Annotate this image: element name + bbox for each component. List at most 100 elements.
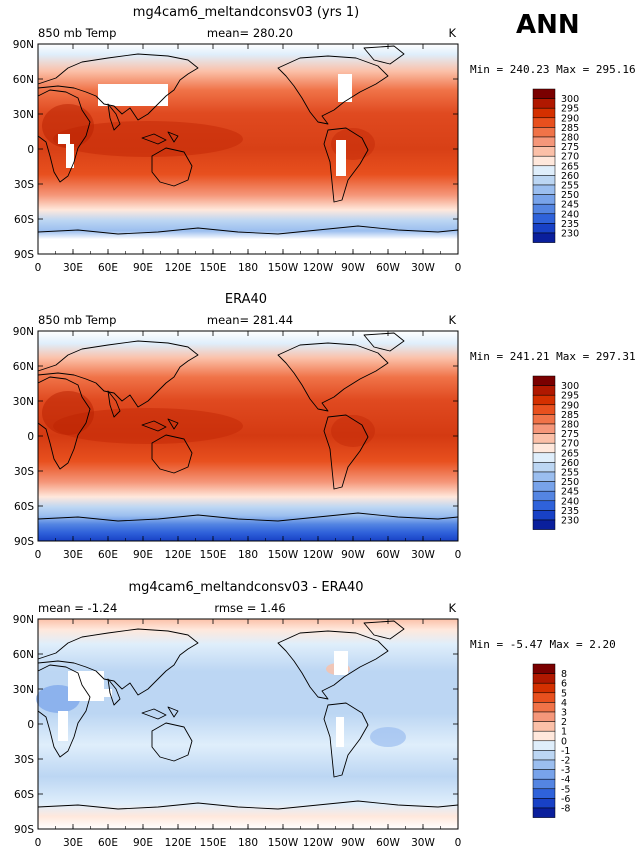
colorbar-swatch [532, 721, 556, 732]
lon-tick-label: 90W [341, 837, 365, 849]
colorbar-swatch [532, 232, 556, 243]
colorbar-level-label: 300 [561, 381, 579, 392]
colorbar-level-label: 3 [561, 708, 567, 719]
colorbar-level-label: -8 [561, 804, 570, 815]
colorbar-swatch [532, 98, 556, 109]
colorbar-level-label: 265 [561, 448, 579, 459]
colorbar-swatch [532, 385, 556, 396]
colorbar-swatch [532, 146, 556, 157]
lat-tick-label: 60N [13, 361, 34, 373]
colorbar-level-label: 235 [561, 506, 579, 517]
lon-tick-label: 60W [376, 837, 400, 849]
lat-tick-label: 30S [14, 754, 34, 766]
colorbar-level-label: 275 [561, 429, 579, 440]
colorbar-swatch [532, 155, 556, 167]
panel-left-label: mean = -1.24 [38, 601, 117, 615]
missing-data-patch [100, 689, 112, 697]
colorbar-level-label: 285 [561, 123, 579, 134]
lon-tick-label: 150W [268, 837, 299, 849]
lon-tick-label: 180 [238, 262, 258, 274]
colorbar-level-label: -1 [561, 746, 570, 757]
colorbar-level-label: 285 [561, 410, 579, 421]
colorbar-level-label: 260 [561, 458, 579, 469]
lat-tick-label: 30S [14, 466, 34, 478]
colorbar-swatch [532, 471, 556, 482]
africa-warm-blob [42, 104, 94, 148]
colorbar-level-label: -5 [561, 784, 570, 795]
map-panel-1: mg4cam6_meltandconsv03 (yrs 1) 850 mb Tem… [13, 5, 636, 274]
colorbar-level-label: 255 [561, 181, 579, 192]
lon-tick-label: 180 [238, 549, 258, 561]
cool-bias-blob [370, 727, 406, 747]
panel-right-label: K [448, 313, 456, 327]
lon-tick-label: 150E [200, 837, 227, 849]
lon-tick-label: 0 [455, 262, 462, 274]
map-panel-2: ERA40 850 mb Temp mean= 281.44 K 0 30E 60E 90E 1… [13, 292, 636, 561]
colorbar-swatch [532, 88, 556, 99]
lon-tick-label: 120E [165, 837, 192, 849]
colorbar: 3002952902852802752702652602552502452402… [532, 88, 579, 243]
colorbar-swatch [532, 759, 556, 770]
colorbar-level-label: -3 [561, 765, 570, 776]
lon-tick-label: 60W [376, 549, 400, 561]
colorbar-swatch [532, 452, 556, 463]
lon-tick-label: 30E [63, 549, 83, 561]
colorbar-swatch [532, 510, 556, 521]
colorbar-swatch [532, 462, 556, 473]
panel-center-label: rmse = 1.46 [214, 601, 285, 615]
lon-tick-label: 150E [200, 549, 227, 561]
colorbar-level-label: 245 [561, 487, 579, 498]
lat-tick-label: 60N [13, 74, 34, 86]
colorbar-level-label: 280 [561, 133, 579, 144]
lon-tick-label: 60E [98, 262, 118, 274]
africa-warm-blob [42, 391, 94, 435]
colorbar-level-label: 240 [561, 496, 579, 507]
panel-right-label: K [448, 26, 456, 40]
lat-tick-label: 60S [14, 789, 34, 801]
lon-tick-label: 150E [200, 262, 227, 274]
colorbar-level-label: 290 [561, 113, 579, 124]
lon-tick-label: 30W [411, 262, 435, 274]
colorbar-swatch [532, 807, 556, 818]
colorbar-swatch [532, 213, 556, 224]
colorbar-level-label: 2 [561, 717, 567, 728]
colorbar-swatch [532, 730, 556, 742]
colorbar-level-label: 275 [561, 142, 579, 153]
lon-tick-label: 120E [165, 262, 192, 274]
colorbar-swatch [532, 692, 556, 703]
missing-data-patch [58, 134, 70, 144]
colorbar-swatch [532, 750, 556, 761]
colorbar-level-label: 250 [561, 477, 579, 488]
colorbar-swatch [532, 223, 556, 234]
colorbar: 3002952902852802752702652602552502452402… [532, 375, 579, 530]
lon-tick-label: 0 [455, 549, 462, 561]
colorbar-level-label: 300 [561, 94, 579, 105]
colorbar-swatch [532, 519, 556, 530]
missing-data-patch [98, 84, 168, 106]
lat-tick-label: 60N [13, 649, 34, 661]
colorbar-swatch [532, 107, 556, 119]
colorbar-level-label: 4 [561, 698, 567, 709]
panel-center-label: mean= 280.20 [207, 26, 293, 40]
lon-tick-label: 60E [98, 837, 118, 849]
lon-tick-label: 0 [35, 837, 42, 849]
lon-tick-label: 60W [376, 262, 400, 274]
colorbar-swatch [532, 136, 556, 147]
lat-tick-label: 0 [27, 144, 34, 156]
missing-data-patch [68, 671, 104, 701]
panel-center-label: mean= 281.44 [207, 313, 293, 327]
lat-tick-label: 0 [27, 431, 34, 443]
colorbar-swatch [532, 184, 556, 195]
colorbar-level-label: 235 [561, 219, 579, 230]
min-max-label: Min = 241.21 Max = 297.31 [470, 350, 636, 363]
colorbar-level-label: -2 [561, 756, 570, 767]
lon-tick-label: 30W [411, 549, 435, 561]
missing-data-patch [338, 74, 352, 102]
colorbar-swatch [532, 175, 556, 186]
lon-tick-label: 150W [268, 262, 299, 274]
lon-tick-label: 120W [303, 262, 334, 274]
map-panel-3: mg4cam6_meltandconsv03 - ERA40 mean = -1.… [13, 580, 616, 849]
colorbar-level-label: 240 [561, 209, 579, 220]
colorbar-level-label: 5 [561, 688, 567, 699]
